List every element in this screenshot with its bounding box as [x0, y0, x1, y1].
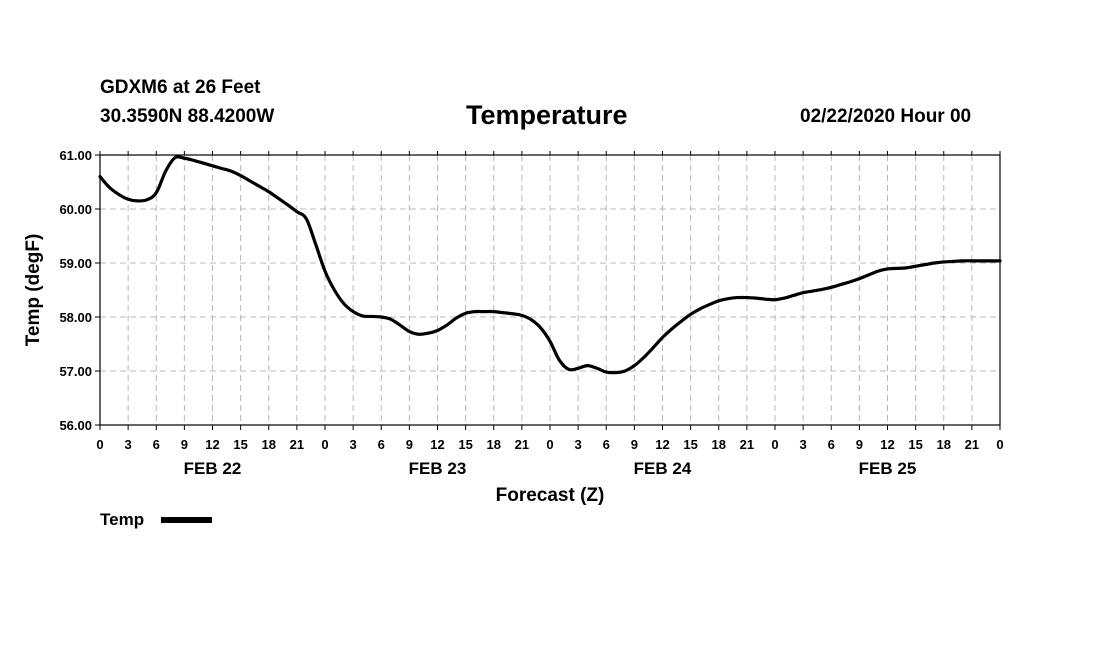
station-label: GDXM6 at 26 Feet: [100, 77, 261, 98]
legend: Temp: [100, 510, 212, 529]
y-axis: 56.00 57.00 58.00 59.00 60.00 61.00: [59, 148, 100, 433]
x-tick-label: 0: [546, 437, 553, 452]
grid: [100, 155, 1000, 425]
x-tick-label: 0: [96, 437, 103, 452]
x-tick-label: 12: [655, 437, 669, 452]
x-tick-label: 0: [771, 437, 778, 452]
day-label: FEB 23: [409, 459, 467, 478]
x-tick-label: 12: [430, 437, 444, 452]
x-tick-label: 21: [740, 437, 754, 452]
y-tick-label: 56.00: [59, 418, 92, 433]
day-label: FEB 22: [184, 459, 242, 478]
x-axis-title: Forecast (Z): [496, 485, 605, 506]
x-tick-label: 9: [856, 437, 863, 452]
y-tick-label: 60.00: [59, 202, 92, 217]
x-tick-label: 18: [937, 437, 951, 452]
x-tick-label: 3: [125, 437, 132, 452]
y-tick-label: 61.00: [59, 148, 92, 163]
chart-title: Temperature: [466, 100, 628, 130]
x-tick-label: 21: [515, 437, 529, 452]
series-layer: [98, 155, 1002, 375]
x-tick-label: 21: [290, 437, 304, 452]
x-tick-label: 15: [683, 437, 697, 452]
x-axis: 0 3 6 9 12 15 18 21 0 3 6 9 12 15 18 21 0 3 6 9 12 15 18 21 0 3 6 9…: [96, 151, 1004, 452]
x-tick-label: 21: [965, 437, 979, 452]
x-tick-label: 9: [631, 437, 638, 452]
x-tick-label: 18: [262, 437, 276, 452]
y-tick-label: 57.00: [59, 364, 92, 379]
x-tick-label: 6: [603, 437, 610, 452]
x-tick-label: 18: [487, 437, 501, 452]
coordinates-label: 30.3590N 88.4200W: [100, 106, 275, 127]
x-tick-label: 12: [880, 437, 894, 452]
x-tick-label: 15: [458, 437, 472, 452]
x-tick-label: 9: [181, 437, 188, 452]
x-tick-label: 3: [800, 437, 807, 452]
run-time-label: 02/22/2020 Hour 00: [800, 106, 972, 127]
x-tick-label: 6: [828, 437, 835, 452]
y-tick-label: 59.00: [59, 256, 92, 271]
day-label: FEB 25: [859, 459, 917, 478]
x-tick-label: 9: [406, 437, 413, 452]
x-tick-label: 6: [153, 437, 160, 452]
day-label: FEB 24: [634, 459, 692, 478]
x-tick-label: 15: [233, 437, 247, 452]
y-tick-label: 58.00: [59, 310, 92, 325]
legend-label: Temp: [100, 510, 144, 529]
x-tick-label: 15: [908, 437, 922, 452]
y-axis-title: Temp (degF): [23, 234, 44, 347]
x-tick-label: 6: [378, 437, 385, 452]
x-tick-label: 3: [575, 437, 582, 452]
x-tick-label: 18: [712, 437, 726, 452]
x-tick-label: 0: [996, 437, 1003, 452]
x-tick-label: 0: [321, 437, 328, 452]
x-tick-label: 12: [205, 437, 219, 452]
day-labels: FEB 22 FEB 23 FEB 24 FEB 25: [184, 459, 917, 478]
series-line-temp: [98, 155, 1002, 375]
x-tick-label: 3: [350, 437, 357, 452]
